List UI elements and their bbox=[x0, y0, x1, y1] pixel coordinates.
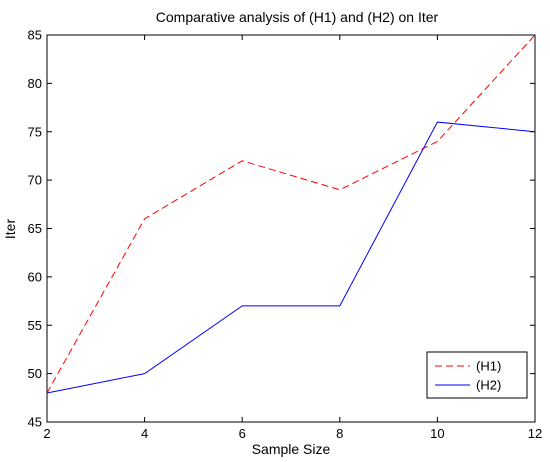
x-axis: 2 4 6 8 10 12 bbox=[43, 35, 542, 441]
y-tick-label: 65 bbox=[28, 221, 42, 236]
x-tick-label: 12 bbox=[528, 426, 542, 441]
y-tick-label: 45 bbox=[28, 415, 42, 430]
series-layer bbox=[46, 34, 536, 394]
x-tick-label: 2 bbox=[43, 426, 50, 441]
x-axis-label: Sample Size bbox=[252, 441, 331, 457]
y-tick-label: 60 bbox=[28, 269, 42, 284]
y-axis-label: Iter bbox=[2, 219, 18, 240]
x-tick-label: 4 bbox=[141, 426, 148, 441]
series-line-1 bbox=[46, 34, 536, 394]
y-tick-label: 70 bbox=[28, 173, 42, 188]
y-tick-label: 75 bbox=[28, 124, 42, 139]
y-tick-label: 55 bbox=[28, 318, 42, 333]
y-tick-label: 50 bbox=[28, 366, 42, 381]
y-tick-label: 80 bbox=[28, 76, 42, 91]
y-tick-label: 85 bbox=[28, 28, 42, 43]
y-axis: 45 50 55 60 65 70 75 80 85 bbox=[28, 28, 535, 430]
legend-label-1: (H1) bbox=[476, 359, 501, 374]
x-tick-label: 8 bbox=[336, 426, 343, 441]
legend-box bbox=[426, 351, 528, 399]
legend: (H1) (H2) bbox=[426, 351, 528, 399]
legend-label-2: (H2) bbox=[476, 378, 501, 393]
x-tick-label: 6 bbox=[239, 426, 246, 441]
series-line-2 bbox=[46, 121, 536, 394]
chart-title: Comparative analysis of (H1) and (H2) on… bbox=[156, 9, 439, 25]
x-tick-label: 10 bbox=[430, 426, 444, 441]
